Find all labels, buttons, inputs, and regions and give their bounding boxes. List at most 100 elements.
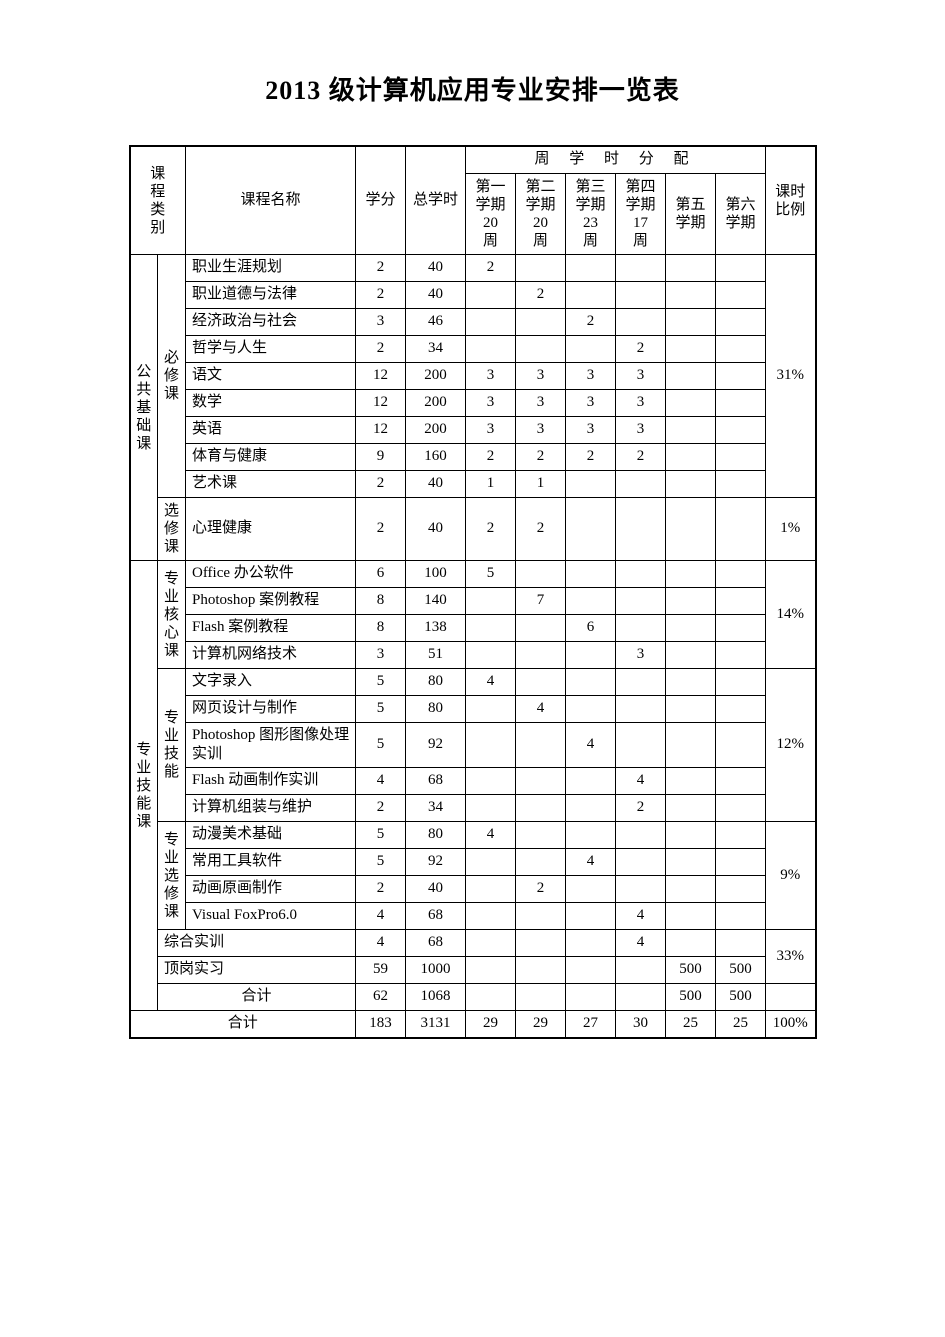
cell-s4 bbox=[616, 876, 666, 903]
cell-s3 bbox=[566, 282, 616, 309]
cell-s1: 2 bbox=[466, 255, 516, 282]
cell-s4 bbox=[616, 309, 666, 336]
cell-s1 bbox=[466, 768, 516, 795]
cell-s2: 2 bbox=[516, 876, 566, 903]
cell-name: 顶岗实习 bbox=[158, 957, 356, 984]
cell-s4 bbox=[616, 822, 666, 849]
cell-credit: 6 bbox=[356, 561, 406, 588]
hdr-credit: 学分 bbox=[356, 146, 406, 255]
cell-s3 bbox=[566, 498, 616, 561]
cell-credit: 2 bbox=[356, 336, 406, 363]
cell-s1 bbox=[466, 336, 516, 363]
cell-hours: 140 bbox=[406, 588, 466, 615]
cat-sub-core: 专业核心课 bbox=[158, 561, 186, 669]
cell-s4: 3 bbox=[616, 642, 666, 669]
cell-s4 bbox=[616, 615, 666, 642]
hdr-sem1: 第一学期20周 bbox=[466, 174, 516, 255]
cell-s2 bbox=[516, 903, 566, 930]
cat-major-2: 专业技能课 bbox=[130, 561, 158, 1011]
cell-s5 bbox=[666, 363, 716, 390]
table-row: 综合实训 468 4 33% bbox=[130, 930, 816, 957]
cell-s5: 500 bbox=[666, 957, 716, 984]
hdr-week-dist: 周 学 时 分 配 bbox=[466, 146, 766, 174]
cell-s4 bbox=[616, 723, 666, 768]
cell-name: 语文 bbox=[186, 363, 356, 390]
cell-s6 bbox=[716, 615, 766, 642]
table-row: 专业技能 文字录入 580 4 12% bbox=[130, 669, 816, 696]
cell-s5 bbox=[666, 768, 716, 795]
cell-s3: 2 bbox=[566, 444, 616, 471]
cell-s2 bbox=[516, 768, 566, 795]
header-row-1: 课程类别 课程名称 学分 总学时 周 学 时 分 配 课时比例 bbox=[130, 146, 816, 174]
cat-sub-skill: 专业技能 bbox=[158, 669, 186, 822]
cell-s6 bbox=[716, 336, 766, 363]
cell-s1 bbox=[466, 930, 516, 957]
cell-hours: 40 bbox=[406, 498, 466, 561]
cell-credit: 8 bbox=[356, 615, 406, 642]
cell-s5 bbox=[666, 903, 716, 930]
cell-s5 bbox=[666, 561, 716, 588]
table-row: 专业技能课 专业核心课 Office 办公软件 6100 5 14% bbox=[130, 561, 816, 588]
cell-name: 艺术课 bbox=[186, 471, 356, 498]
cell-name: 哲学与人生 bbox=[186, 336, 356, 363]
cell-s6 bbox=[716, 309, 766, 336]
hdr-sem5: 第五学期 bbox=[666, 174, 716, 255]
cell-s4: 4 bbox=[616, 903, 666, 930]
cell-s3 bbox=[566, 471, 616, 498]
cell-s3: 6 bbox=[566, 615, 616, 642]
cat-sub-elect: 选修课 bbox=[158, 498, 186, 561]
cell-s3 bbox=[566, 795, 616, 822]
cell-s1: 2 bbox=[466, 444, 516, 471]
cell-hours: 68 bbox=[406, 768, 466, 795]
cell-s4 bbox=[616, 282, 666, 309]
cat-sub-req: 必修课 bbox=[158, 255, 186, 498]
cell-hours: 92 bbox=[406, 723, 466, 768]
cell-credit: 5 bbox=[356, 822, 406, 849]
cell-s2 bbox=[516, 615, 566, 642]
cell-name: 网页设计与制作 bbox=[186, 696, 356, 723]
cell-name: 动漫美术基础 bbox=[186, 822, 356, 849]
cell-credit: 2 bbox=[356, 255, 406, 282]
table-row: Photoshop 图形图像处理实训 592 4 bbox=[130, 723, 816, 768]
cell-hours: 80 bbox=[406, 696, 466, 723]
table-row: 顶岗实习 591000 500500 bbox=[130, 957, 816, 984]
cell-s5 bbox=[666, 588, 716, 615]
table-row: 常用工具软件 592 4 bbox=[130, 849, 816, 876]
cell-ratio: 12% bbox=[766, 669, 816, 822]
schedule-table: 课程类别 课程名称 学分 总学时 周 学 时 分 配 课时比例 第一学期20周 … bbox=[129, 145, 817, 1039]
cell-s3 bbox=[566, 930, 616, 957]
cell-s6 bbox=[716, 930, 766, 957]
cell-credit: 4 bbox=[356, 903, 406, 930]
cell-s2 bbox=[516, 930, 566, 957]
cell-s6 bbox=[716, 849, 766, 876]
cell-s1 bbox=[466, 903, 516, 930]
cell-credit: 5 bbox=[356, 849, 406, 876]
cell-s2 bbox=[516, 795, 566, 822]
cell-s5 bbox=[666, 615, 716, 642]
cell-hours: 200 bbox=[406, 417, 466, 444]
cell-name: 计算机网络技术 bbox=[186, 642, 356, 669]
cell-s3 bbox=[566, 957, 616, 984]
hdr-ratio: 课时比例 bbox=[766, 146, 816, 255]
cell-s3 bbox=[566, 255, 616, 282]
cell-s6 bbox=[716, 417, 766, 444]
cell-s5 bbox=[666, 255, 716, 282]
cell-s6 bbox=[716, 822, 766, 849]
cell-hours: 34 bbox=[406, 336, 466, 363]
cell-s3: 3 bbox=[566, 363, 616, 390]
cell-hours: 40 bbox=[406, 282, 466, 309]
table-row: 网页设计与制作 580 4 bbox=[130, 696, 816, 723]
cell-name: Visual FoxPro6.0 bbox=[186, 903, 356, 930]
cell-s2 bbox=[516, 669, 566, 696]
cell-s5 bbox=[666, 390, 716, 417]
cell-s4: 4 bbox=[616, 930, 666, 957]
cell-s2: 4 bbox=[516, 696, 566, 723]
table-row: 经济政治与社会 346 2 bbox=[130, 309, 816, 336]
cell-s3: 4 bbox=[566, 849, 616, 876]
cell-name: 综合实训 bbox=[158, 930, 356, 957]
cell-s1 bbox=[466, 309, 516, 336]
hdr-sem4: 第四学期17周 bbox=[616, 174, 666, 255]
cell-s3 bbox=[566, 984, 616, 1011]
cell-s1: 4 bbox=[466, 822, 516, 849]
cell-credit: 2 bbox=[356, 471, 406, 498]
